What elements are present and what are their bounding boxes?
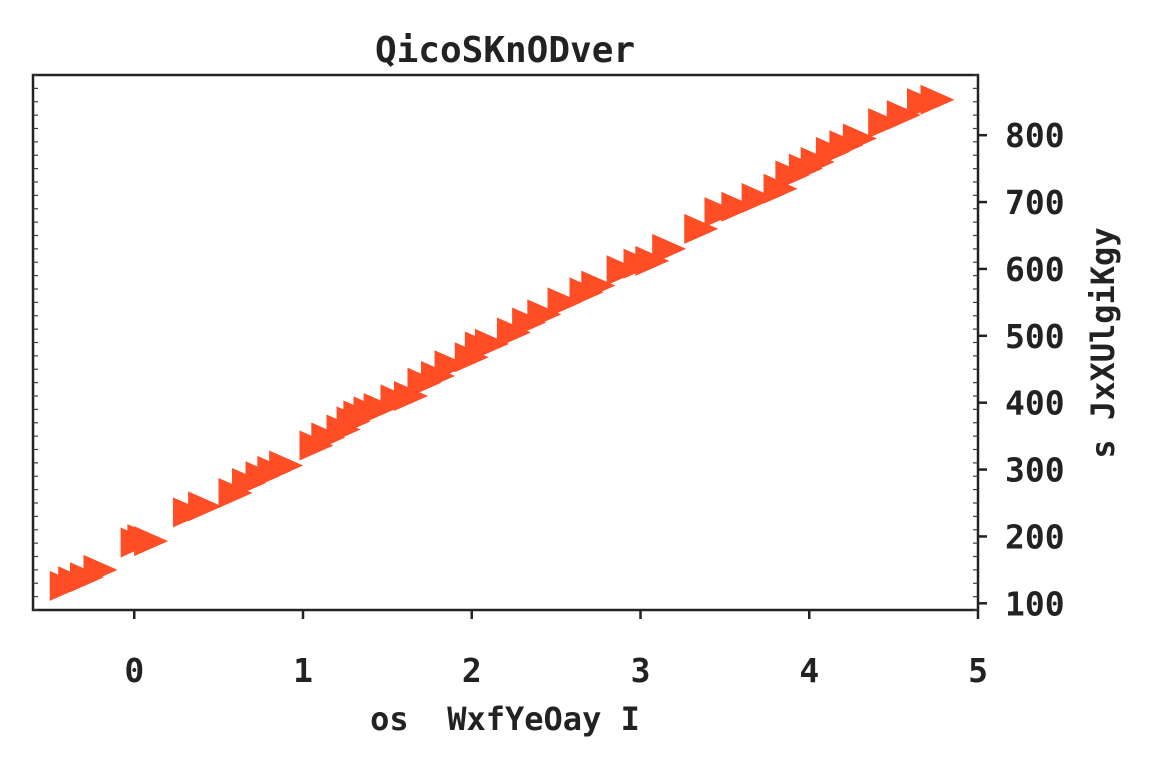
data-point: [475, 328, 509, 359]
data-point: [581, 270, 616, 301]
y-tick-label: 400: [1005, 384, 1065, 423]
x-tick-label: 4: [799, 651, 819, 690]
data-point: [652, 233, 687, 264]
data-point: [527, 299, 562, 330]
data-point: [83, 554, 118, 585]
x-tick-label: 3: [631, 651, 651, 690]
y-tick-label: 600: [1005, 250, 1065, 289]
data-point: [721, 191, 756, 222]
data-point: [434, 350, 469, 381]
plot-area: [49, 84, 955, 601]
data-point: [920, 84, 955, 115]
data-point: [684, 213, 719, 244]
minor-ticks: [33, 74, 978, 611]
y-tick-label: 800: [1005, 116, 1065, 155]
x-tick-label: 5: [968, 651, 988, 690]
y-tick-label: 200: [1005, 517, 1065, 556]
data-point: [188, 491, 223, 522]
x-tick-label: 0: [124, 651, 144, 690]
y-tick-label: 500: [1005, 317, 1065, 356]
data-point: [763, 173, 798, 204]
x-tick-label: 2: [462, 651, 482, 690]
y-tick-label: 300: [1005, 451, 1065, 490]
data-point: [842, 123, 877, 154]
y-axis-label: s JxXUlgiKgy: [1084, 227, 1122, 458]
data-point: [547, 287, 582, 318]
y-axis: 100 200 300 400 500 600 700 800: [978, 116, 1065, 623]
data-point: [741, 183, 776, 214]
y-tick-label: 100: [1005, 584, 1065, 623]
x-axis: 0 1 2 3 4 5: [124, 610, 988, 690]
x-axis-label: os WxfYeOay I: [370, 700, 640, 738]
y-tick-label: 700: [1005, 183, 1065, 222]
chart-title: QicoSKnODver: [375, 30, 635, 71]
data-point: [134, 526, 169, 557]
data-point: [868, 108, 903, 139]
x-tick-label: 1: [293, 651, 313, 690]
data-point: [269, 450, 304, 481]
data-point: [886, 100, 921, 131]
